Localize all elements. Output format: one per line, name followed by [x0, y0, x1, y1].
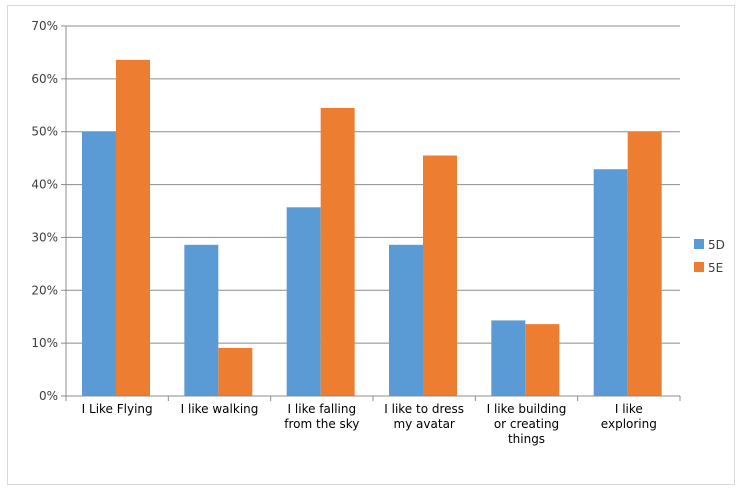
- x-category-label: I like: [615, 402, 643, 416]
- bar-5e: [218, 347, 253, 396]
- bars: [82, 59, 662, 396]
- x-category-label: or creating: [494, 417, 559, 431]
- legend-label: 5E: [708, 261, 723, 275]
- bar-5d: [286, 207, 321, 396]
- bar-5e: [627, 131, 662, 396]
- bar-5e: [116, 59, 150, 396]
- x-category-label: my avatar: [393, 417, 454, 431]
- x-category-label: from the sky: [284, 417, 359, 431]
- legend-label: 5D: [708, 238, 725, 252]
- y-tick-label: 20%: [31, 283, 58, 297]
- gridlines: [66, 25, 680, 344]
- y-tick-label: 40%: [31, 178, 58, 192]
- y-tick-label: 0%: [39, 389, 58, 403]
- x-category-label: I like to dress: [384, 402, 464, 416]
- y-tick-label: 70%: [31, 19, 58, 33]
- x-category-label: I like walking: [181, 402, 259, 416]
- y-tick-label: 30%: [31, 230, 58, 244]
- y-tick-label: 60%: [31, 72, 58, 86]
- bar-5d: [82, 131, 116, 396]
- legend-swatch-5d: [694, 239, 704, 249]
- bar-5d: [184, 244, 219, 396]
- bar-5e: [525, 324, 560, 396]
- axis-labels: 0% 10% 20% 30% 40% 50% 60% 70% I Like Flying I li…: [31, 19, 657, 446]
- axes: [61, 25, 681, 401]
- legend-swatch-5e: [694, 262, 704, 272]
- legend: 5D 5E: [694, 238, 725, 275]
- bar-5e: [320, 107, 355, 396]
- x-category-label: things: [508, 432, 545, 446]
- bar-5d: [491, 320, 526, 396]
- x-category-label: I like building: [487, 402, 567, 416]
- x-category-label: exploring: [601, 417, 657, 431]
- x-category-label: I like falling: [288, 402, 357, 416]
- bar-5e: [423, 155, 457, 396]
- y-tick-label: 50%: [31, 125, 58, 139]
- bar-5d: [593, 169, 628, 396]
- bar-5d: [389, 244, 423, 396]
- y-tick-label: 10%: [31, 336, 58, 350]
- x-category-label: I Like Flying: [82, 402, 153, 416]
